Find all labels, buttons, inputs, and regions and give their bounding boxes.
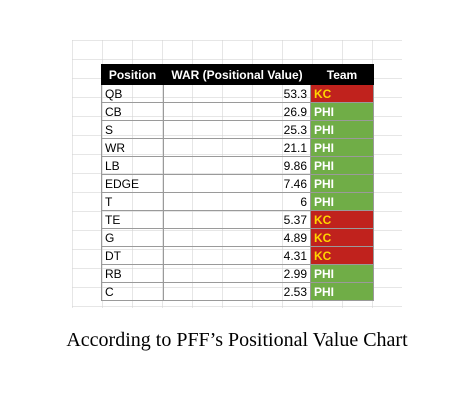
war-cell: 53.3 xyxy=(163,84,311,103)
table-row: WR 21.1 PHI xyxy=(101,138,374,157)
header-war: WAR (Positional Value) xyxy=(163,64,311,85)
war-cell: 26.9 xyxy=(163,102,311,121)
table-row: RB 2.99 PHI xyxy=(101,264,374,283)
team-cell: KC xyxy=(310,246,374,265)
war-cell: 2.99 xyxy=(163,264,311,283)
table-row: DT 4.31 KC xyxy=(101,246,374,265)
team-cell: PHI xyxy=(310,102,374,121)
position-cell: T xyxy=(101,192,164,211)
war-cell: 21.1 xyxy=(163,138,311,157)
team-cell: PHI xyxy=(310,264,374,283)
caption: According to PFF’s Positional Value Char… xyxy=(66,329,408,351)
war-cell: 25.3 xyxy=(163,120,311,139)
war-cell: 4.89 xyxy=(163,228,311,247)
team-cell: KC xyxy=(310,228,374,247)
team-cell: PHI xyxy=(310,192,374,211)
table-row: QB 53.3 KC xyxy=(101,84,374,103)
war-cell: 7.46 xyxy=(163,174,311,193)
table-row: C 2.53 PHI xyxy=(101,282,374,301)
positional-value-table: Position WAR (Positional Value) Team QB … xyxy=(101,64,374,301)
table-row: LB 9.86 PHI xyxy=(101,156,374,175)
position-cell: WR xyxy=(101,138,164,157)
team-cell: PHI xyxy=(310,174,374,193)
table-row: T 6 PHI xyxy=(101,192,374,211)
team-cell: PHI xyxy=(310,138,374,157)
team-cell: PHI xyxy=(310,282,374,301)
position-cell: QB xyxy=(101,84,164,103)
table-row: G 4.89 KC xyxy=(101,228,374,247)
war-cell: 4.31 xyxy=(163,246,311,265)
table-row: EDGE 7.46 PHI xyxy=(101,174,374,193)
team-cell: KC xyxy=(310,210,374,229)
position-cell: DT xyxy=(101,246,164,265)
position-cell: G xyxy=(101,228,164,247)
position-cell: C xyxy=(101,282,164,301)
table-row: S 25.3 PHI xyxy=(101,120,374,139)
war-cell: 9.86 xyxy=(163,156,311,175)
position-cell: RB xyxy=(101,264,164,283)
header-position: Position xyxy=(101,64,164,85)
team-cell: PHI xyxy=(310,156,374,175)
header-team: Team xyxy=(310,64,374,85)
table-row: TE 5.37 KC xyxy=(101,210,374,229)
war-cell: 6 xyxy=(163,192,311,211)
position-cell: EDGE xyxy=(101,174,164,193)
position-cell: TE xyxy=(101,210,164,229)
war-cell: 2.53 xyxy=(163,282,311,301)
position-cell: S xyxy=(101,120,164,139)
team-cell: PHI xyxy=(310,120,374,139)
table-row: CB 26.9 PHI xyxy=(101,102,374,121)
war-cell: 5.37 xyxy=(163,210,311,229)
team-cell: KC xyxy=(310,84,374,103)
header-row: Position WAR (Positional Value) Team xyxy=(101,64,374,85)
position-cell: LB xyxy=(101,156,164,175)
position-cell: CB xyxy=(101,102,164,121)
